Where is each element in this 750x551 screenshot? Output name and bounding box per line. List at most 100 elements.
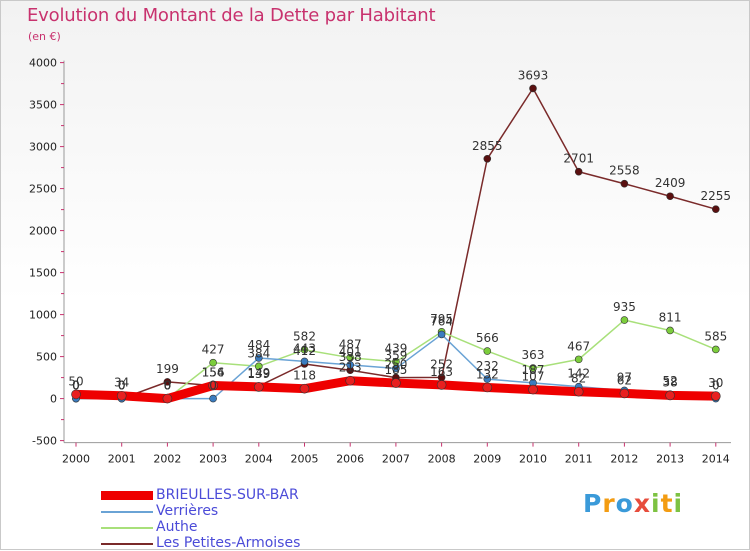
data-label: 142 [567, 367, 590, 381]
logo-letter: t [660, 489, 674, 518]
data-point [254, 362, 263, 371]
data-label: 0 [164, 379, 172, 393]
y-tick-label: 2000 [29, 225, 57, 238]
data-point [573, 386, 584, 397]
legend-swatch [101, 543, 153, 545]
data-label: 252 [430, 357, 453, 371]
data-point [574, 167, 583, 176]
data-point [345, 375, 356, 386]
data-label: 34 [114, 376, 129, 390]
logo-letter: x [633, 489, 651, 518]
logo-letter: i [651, 489, 661, 518]
data-point [620, 316, 629, 324]
data-label: 935 [613, 300, 636, 314]
data-label: 107 [522, 370, 545, 384]
x-tick-label: 2009 [473, 453, 501, 466]
legend-label: Verrières [156, 503, 219, 519]
data-label: 139 [247, 367, 270, 381]
data-label: 443 [293, 341, 316, 355]
logo-letter: r [602, 489, 616, 518]
data-label: 97 [617, 370, 632, 384]
x-tick-label: 2011 [565, 453, 593, 466]
data-label: 2255 [701, 189, 732, 203]
data-point [299, 383, 310, 394]
y-tick-label: 1000 [29, 309, 57, 322]
data-point [710, 391, 721, 401]
data-label: 154 [202, 366, 225, 380]
data-point [300, 345, 309, 354]
legend-label: BRIEULLES-SUR-BAR [156, 487, 299, 503]
data-point [300, 357, 309, 366]
data-point [620, 179, 629, 188]
data-label: 467 [567, 339, 590, 353]
y-tick-label: 2500 [29, 183, 57, 196]
y-tick-label: 3000 [29, 141, 57, 154]
data-label: 487 [339, 338, 362, 352]
data-label: 30 [708, 376, 723, 390]
data-label: 585 [704, 329, 727, 343]
data-label: 156 [202, 365, 225, 379]
x-tick-label: 2000 [62, 453, 90, 466]
logo-letter: i [673, 489, 684, 518]
x-tick-label: 2008 [428, 453, 456, 466]
x-tick-label: 2004 [245, 453, 273, 466]
data-label: 199 [156, 362, 179, 376]
x-tick-label: 2007 [382, 453, 410, 466]
data-label: 250 [384, 358, 407, 372]
data-point [208, 380, 218, 391]
logo-letter: o [615, 489, 634, 518]
legend-swatch [101, 511, 153, 513]
data-point [209, 394, 217, 403]
data-label: 0 [164, 379, 172, 393]
data-point [528, 384, 538, 395]
data-label: 163 [430, 365, 453, 379]
x-tick-label: 2006 [336, 453, 364, 466]
data-label: 412 [293, 344, 316, 358]
data-label: 2409 [655, 176, 686, 190]
data-label: 0 [118, 379, 126, 393]
data-label: 0 [209, 379, 217, 393]
data-point [529, 84, 537, 93]
data-label: 2701 [563, 152, 594, 166]
data-point [483, 154, 492, 163]
data-point [529, 364, 537, 372]
y-tick-label: -500 [32, 435, 57, 448]
y-tick-label: 0 [50, 393, 57, 406]
x-tick-label: 2013 [656, 453, 684, 466]
data-label: 0 [72, 379, 80, 393]
data-label: 338 [339, 350, 362, 364]
data-label: 811 [659, 310, 682, 324]
data-point [391, 378, 401, 388]
data-label: 3693 [518, 68, 549, 82]
data-point [71, 389, 81, 400]
x-tick-label: 2010 [519, 453, 547, 466]
x-tick-label: 2001 [108, 453, 136, 466]
data-point [436, 380, 447, 390]
y-tick-label: 3500 [29, 99, 57, 112]
data-point [209, 358, 217, 367]
data-label: 232 [476, 359, 499, 373]
data-point [346, 361, 355, 369]
data-label: 363 [522, 348, 545, 362]
legend-label: Les Petites-Armoises [156, 535, 301, 551]
y-tick-label: 4000 [29, 57, 57, 70]
data-label: 427 [202, 343, 225, 357]
legend-swatch [101, 527, 153, 529]
data-point [253, 382, 264, 392]
data-label: 82 [571, 372, 586, 386]
data-label: 118 [293, 369, 316, 383]
data-label: 401 [339, 345, 362, 359]
data-label: 582 [293, 330, 316, 344]
data-point [711, 345, 720, 354]
data-point [483, 347, 492, 355]
data-label: 50 [68, 374, 83, 388]
data-label: 38 [662, 375, 677, 389]
data-label: 187 [522, 363, 545, 377]
data-label: 0 [118, 379, 126, 393]
data-label: 0 [118, 379, 126, 393]
data-point [437, 330, 446, 339]
data-label: 2855 [472, 139, 503, 153]
data-label: 185 [384, 363, 407, 377]
